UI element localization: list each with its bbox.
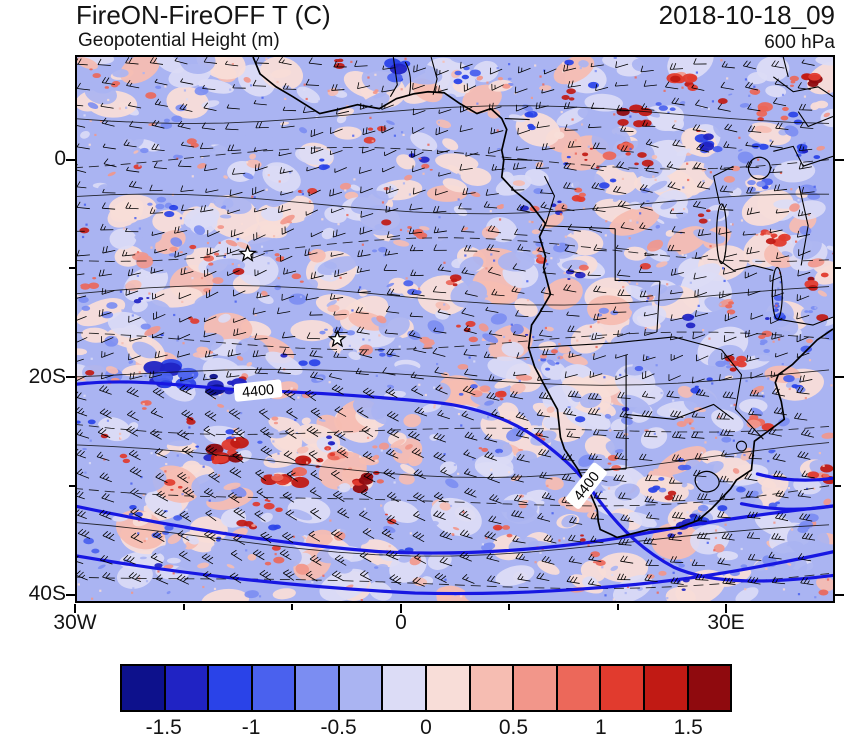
colorbar xyxy=(120,664,732,712)
axis-tick xyxy=(74,604,76,613)
colorbar-swatch-11 xyxy=(601,666,645,710)
colorbar-label: 0.5 xyxy=(498,716,529,739)
y-axis-label-20s: 20S xyxy=(28,365,66,388)
coastlines-and-borders xyxy=(252,57,833,539)
axis-tick xyxy=(835,376,844,379)
colorbar-label: 1.5 xyxy=(673,716,703,739)
axis-tick xyxy=(66,158,75,161)
colorbar-swatch-12 xyxy=(644,666,689,710)
colorbar-swatch-3 xyxy=(252,666,297,710)
colorbar-label: 1 xyxy=(595,716,607,739)
colorbar-swatch-7 xyxy=(427,666,471,710)
colorbar-label: -1 xyxy=(241,716,261,739)
axis-tick xyxy=(835,158,844,161)
axis-tick xyxy=(835,267,841,270)
contour-label: 4400 xyxy=(233,379,283,402)
eswatini-border xyxy=(735,440,748,452)
axis-tick xyxy=(182,604,185,610)
colorbar-label: -1.5 xyxy=(145,716,182,739)
geopotential-height-contours xyxy=(77,380,833,596)
figure-title: FireON-FireOFF T (C) xyxy=(76,0,331,30)
lesotho-border xyxy=(694,470,720,493)
figure-subtitle: Geopotential Height (m) xyxy=(78,30,280,51)
colorbar-swatch-10 xyxy=(557,666,602,710)
colorbar-swatch-4 xyxy=(296,666,340,710)
axis-tick xyxy=(835,484,841,487)
figure-datetime: 2018-10-18_09 xyxy=(658,0,835,30)
colorbar-swatch-6 xyxy=(383,666,428,710)
axis-tick xyxy=(69,484,75,487)
map-frame: 4400 4400 xyxy=(75,55,835,603)
colorbar-label: -0.5 xyxy=(320,716,357,739)
svg-text:4400: 4400 xyxy=(241,382,275,401)
x-axis-label-30w: 30W xyxy=(53,611,97,634)
y-axis-label-0: 0 xyxy=(54,147,66,170)
colorbar-swatch-8 xyxy=(470,666,515,710)
lake-tanganyika xyxy=(716,203,728,265)
lake-victoria xyxy=(747,156,771,180)
africa-coastline xyxy=(252,57,833,539)
axis-tick xyxy=(616,604,619,610)
x-axis-label-0: 0 xyxy=(395,611,407,634)
axis-tick xyxy=(69,267,75,270)
axis-tick xyxy=(66,376,75,379)
figure-pressure-level: 600 hPa xyxy=(764,32,835,53)
axis-tick xyxy=(725,604,728,613)
wind-barbs-layer xyxy=(77,57,816,587)
colorbar-swatch-0 xyxy=(122,666,166,710)
colorbar-label: 0 xyxy=(420,716,432,739)
axis-tick xyxy=(291,604,294,610)
colorbar-swatch-9 xyxy=(514,666,558,710)
colorbar-swatch-1 xyxy=(165,666,210,710)
minor-height-contours xyxy=(77,105,830,590)
axis-tick xyxy=(835,593,844,596)
axis-tick xyxy=(66,593,75,596)
axis-tick xyxy=(399,604,402,613)
fire-location-marker xyxy=(327,329,347,348)
colorbar-swatch-2 xyxy=(209,666,253,710)
fire-location-marker xyxy=(238,244,257,262)
x-axis-label-30e: 30E xyxy=(707,611,745,634)
axis-tick xyxy=(508,604,511,610)
colorbar-swatch-5 xyxy=(339,666,384,710)
colorbar-swatch-13 xyxy=(688,666,731,710)
y-axis-label-40s: 40S xyxy=(28,582,66,605)
